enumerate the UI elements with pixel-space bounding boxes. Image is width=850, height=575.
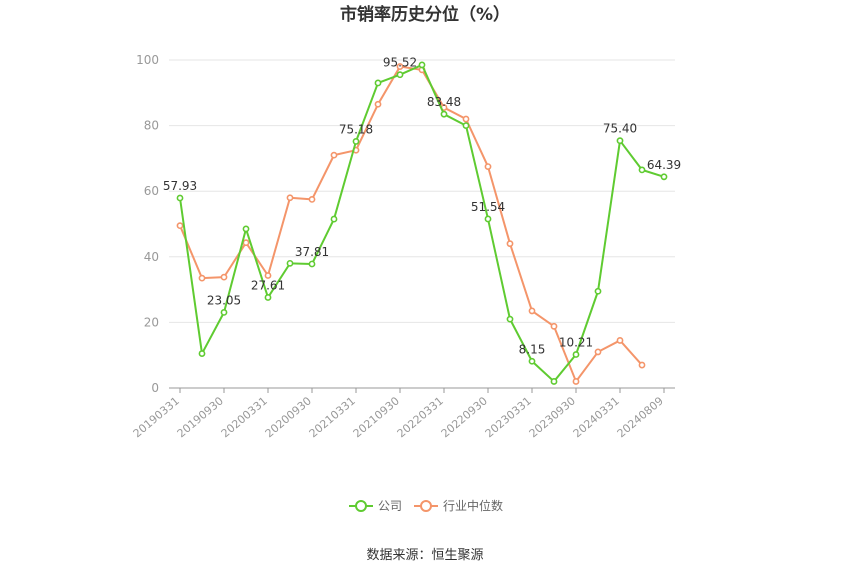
industry-point: [176, 222, 184, 230]
company-point: [242, 225, 250, 233]
company-point: [396, 71, 404, 79]
data-label: 95.52: [383, 56, 417, 70]
industry-point: [198, 274, 206, 282]
company-point: [528, 357, 536, 365]
company-point: [462, 122, 470, 129]
industry-point: [286, 194, 294, 202]
industry-point: [594, 348, 602, 356]
company-point: [594, 287, 602, 295]
company-point: [418, 61, 426, 69]
chart-title: 市销率历史分位（%）: [340, 4, 510, 25]
data-label: 75.40: [603, 122, 637, 136]
company-point: [616, 137, 624, 145]
x-tick-label: 20190331: [131, 394, 182, 440]
x-tick-label: 20210930: [351, 394, 402, 440]
y-tick-label: 0: [151, 381, 159, 395]
data-label: 83.48: [427, 95, 461, 109]
company-point: [308, 260, 316, 268]
x-tick-label: 20190930: [175, 394, 226, 440]
data-label: 23.05: [207, 293, 241, 307]
industry-point: [220, 273, 228, 281]
company-point: [660, 173, 668, 181]
company-point: [440, 110, 448, 118]
industry-point: [308, 195, 316, 203]
industry-point: [330, 151, 338, 159]
industry-point: [374, 100, 382, 108]
series-lines: [176, 61, 668, 385]
x-tick-label: 20240809: [615, 394, 666, 440]
y-tick-label: 60: [144, 184, 159, 198]
industry-point: [550, 322, 558, 330]
company-point: [506, 315, 514, 323]
axes: 0 20 40 60 80 100 2019033120190930202003312020…: [131, 53, 675, 440]
grid: [169, 59, 675, 323]
source-note: 数据来源：恒生聚源: [366, 548, 483, 563]
data-label: 57.93: [163, 179, 197, 193]
company-point: [352, 138, 360, 145]
company-point: [198, 350, 206, 357]
legend: 公司 行业中位数: [349, 498, 503, 513]
company-point: [220, 308, 228, 316]
company-point: [330, 215, 338, 223]
x-tick-label: 20220930: [439, 394, 490, 440]
x-tick-label: 20240331: [571, 394, 622, 440]
company-point: [176, 194, 184, 202]
y-tick-label: 20: [144, 315, 159, 329]
y-tick-label: 100: [136, 53, 159, 67]
industry-point: [462, 115, 470, 123]
x-tick-label: 20200331: [219, 394, 270, 440]
legend-label-industry: 行业中位数: [443, 498, 503, 513]
x-tick-label: 20210331: [307, 394, 358, 440]
x-tick-label: 20200930: [263, 394, 314, 440]
industry-point: [242, 239, 250, 247]
y-tick-label: 80: [144, 119, 159, 133]
industry-point: [506, 240, 514, 248]
x-tick-label: 20220331: [395, 394, 446, 440]
industry-point: [638, 361, 646, 369]
company-point: [572, 351, 580, 358]
data-label: 37.81: [295, 245, 329, 259]
industry-point: [264, 272, 272, 279]
industry-point: [396, 63, 404, 70]
industry-point: [528, 307, 536, 315]
y-tick-label: 40: [144, 250, 159, 264]
data-label: 75.18: [339, 122, 373, 136]
data-label: 64.39: [647, 158, 681, 172]
legend-label-company: 公司: [378, 499, 402, 513]
company-point: [484, 215, 492, 223]
x-tick-label: 20230930: [527, 394, 578, 440]
series-line-industry: [179, 65, 643, 383]
company-point: [638, 166, 646, 174]
legend-marker-industry: [420, 500, 432, 512]
company-point: [550, 378, 558, 385]
data-label: 27.61: [251, 278, 285, 292]
x-tick-label: 20230331: [483, 394, 534, 440]
data-labels: 57.93 23.05 27.61 37.81 75.18 95.52 83.48 51.54…: [163, 56, 681, 357]
industry-point: [484, 163, 492, 170]
industry-point: [572, 378, 580, 385]
company-point: [264, 294, 272, 301]
company-point: [286, 259, 294, 267]
data-label: 51.54: [471, 200, 505, 214]
series-line-company: [179, 63, 665, 383]
industry-point: [616, 337, 624, 344]
company-point: [374, 79, 382, 87]
data-label: 8.15: [519, 342, 546, 356]
data-label: 10.21: [559, 336, 593, 350]
legend-marker-company: [355, 500, 367, 512]
